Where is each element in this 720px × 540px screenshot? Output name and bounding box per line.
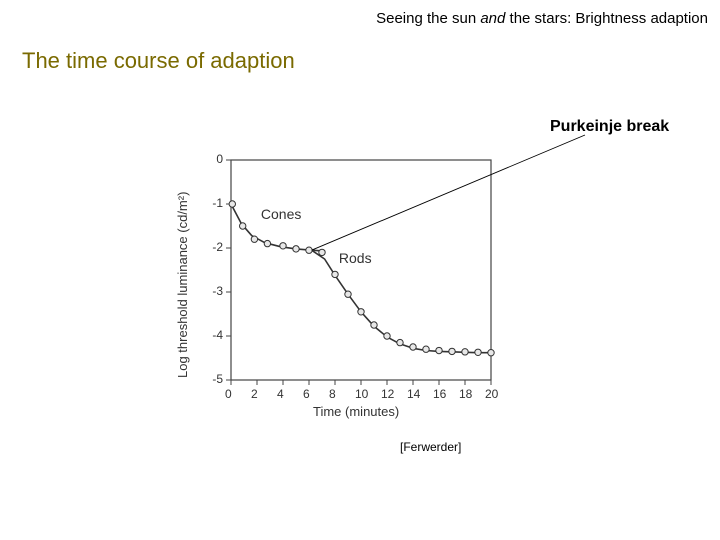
- y-tick-label: -1: [212, 196, 223, 210]
- citation: [Ferwerder]: [400, 440, 461, 454]
- y-tick-label: -5: [212, 372, 223, 386]
- x-tick-label: 20: [485, 387, 498, 401]
- y-tick-label: -2: [212, 240, 223, 254]
- x-tick-label: 0: [225, 387, 232, 401]
- x-tick-label: 2: [251, 387, 258, 401]
- purkinje-break-label: Purkeinje break: [550, 118, 669, 136]
- header-suffix: the stars: Brightness adaption: [505, 10, 708, 27]
- header-prefix: Seeing the sun: [376, 10, 480, 27]
- series-label: Rods: [339, 250, 372, 266]
- x-tick-label: 12: [381, 387, 394, 401]
- adaptation-chart: Log threshold luminance (cd/m²) Time (mi…: [165, 150, 515, 430]
- x-tick-label: 10: [355, 387, 368, 401]
- y-tick-label: -3: [212, 284, 223, 298]
- section-title: The time course of adaption: [22, 48, 295, 74]
- x-tick-label: 4: [277, 387, 284, 401]
- y-axis-label: Log threshold luminance (cd/m²): [175, 192, 190, 378]
- y-tick-label: 0: [216, 152, 223, 166]
- x-tick-label: 14: [407, 387, 420, 401]
- x-tick-label: 18: [459, 387, 472, 401]
- y-tick-label: -4: [212, 328, 223, 342]
- x-tick-label: 6: [303, 387, 310, 401]
- slide-breadcrumb: Seeing the sun and the stars: Brightness…: [376, 10, 708, 27]
- series-label: Cones: [261, 206, 301, 222]
- header-and: and: [480, 10, 505, 27]
- x-axis-label: Time (minutes): [313, 404, 399, 419]
- x-tick-label: 8: [329, 387, 336, 401]
- x-tick-label: 16: [433, 387, 446, 401]
